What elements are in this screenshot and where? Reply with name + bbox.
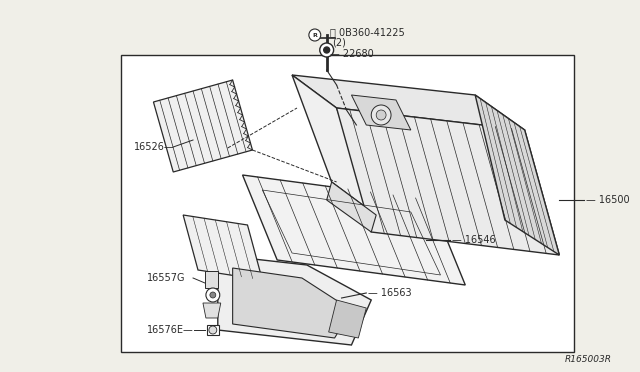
Circle shape — [320, 43, 333, 57]
Circle shape — [376, 110, 386, 120]
Polygon shape — [203, 303, 221, 318]
Polygon shape — [154, 80, 252, 172]
Polygon shape — [233, 268, 351, 338]
Text: R: R — [312, 32, 317, 38]
Circle shape — [209, 326, 217, 334]
Polygon shape — [243, 175, 465, 285]
Text: — 16546: — 16546 — [452, 235, 496, 245]
Circle shape — [210, 292, 216, 298]
Text: — 16563: — 16563 — [368, 288, 412, 298]
Circle shape — [206, 288, 220, 302]
Polygon shape — [292, 75, 525, 130]
Polygon shape — [329, 300, 366, 338]
Polygon shape — [326, 182, 376, 232]
Polygon shape — [292, 75, 376, 215]
Bar — [121, 55, 574, 352]
Text: Ⓡ 0B360-41225: Ⓡ 0B360-41225 — [330, 27, 404, 37]
Polygon shape — [183, 215, 262, 280]
Text: (2): (2) — [332, 37, 346, 47]
Circle shape — [371, 105, 391, 125]
Text: 16576E—: 16576E— — [147, 325, 193, 335]
Polygon shape — [218, 255, 371, 345]
Text: 16557G: 16557G — [147, 273, 185, 283]
Text: — 16500: — 16500 — [586, 195, 630, 205]
Circle shape — [324, 47, 330, 53]
Circle shape — [309, 29, 321, 41]
Text: — 22680: — 22680 — [330, 49, 373, 59]
Polygon shape — [351, 95, 411, 130]
Polygon shape — [207, 325, 219, 335]
Text: R165003R: R165003R — [564, 356, 611, 365]
Text: 16526—: 16526— — [134, 142, 174, 152]
Polygon shape — [475, 95, 559, 255]
Polygon shape — [205, 271, 218, 288]
Polygon shape — [337, 108, 559, 255]
